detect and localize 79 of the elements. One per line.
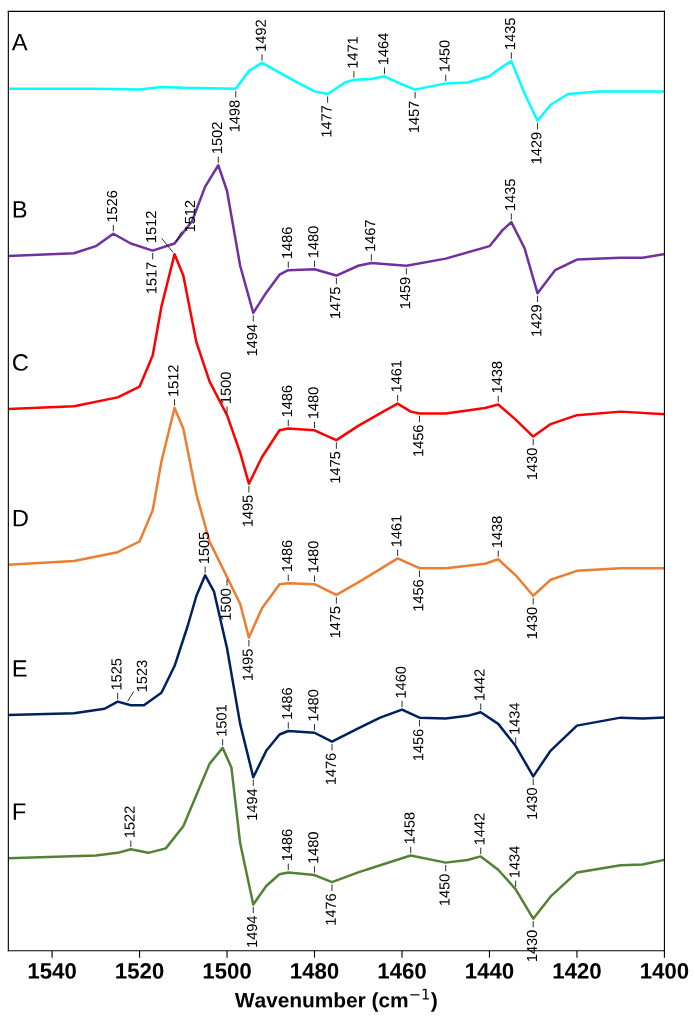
annotation: 1494 [246, 788, 258, 820]
annotation: 1430 [526, 607, 538, 639]
annotation: 1430 [526, 788, 538, 819]
annotation: 1486 [281, 540, 293, 572]
annotation: 1460 [395, 666, 406, 698]
annotation: 1512 [145, 211, 157, 242]
annotation: 1495 [242, 649, 253, 681]
annotation: 1430 [526, 930, 538, 962]
series-label: F [13, 803, 26, 820]
annotation: 1512 [168, 365, 179, 396]
annotation: 1450 [439, 874, 450, 906]
annotation: 1525 [111, 658, 122, 690]
annotation: 1480 [308, 226, 319, 258]
x-tick-label: 1440 [466, 963, 514, 979]
x-tick-label: 1400 [641, 963, 689, 979]
x-axis-title: Wavenumber (cm$^{−1}$) [234, 988, 437, 1012]
annotation: 1502 [211, 122, 223, 153]
series-label: B [13, 201, 27, 218]
annotation: 1435 [504, 18, 516, 49]
annotation: 1429 [531, 132, 542, 164]
annotation: 1461 [391, 515, 402, 547]
annotation: 1494 [246, 915, 258, 947]
annotation: 1495 [242, 495, 253, 527]
annotation: 1512 [184, 200, 196, 232]
annotation: 1501 [216, 705, 227, 736]
annotation: 1486 [281, 688, 293, 719]
annotation: 1456 [413, 425, 424, 456]
x-tick-label: 1500 [203, 963, 251, 979]
annotation: 1442 [474, 813, 485, 845]
x-tick-label: 1460 [378, 963, 426, 979]
x-tick-label: 1420 [553, 963, 601, 979]
annotation: 1477 [321, 105, 332, 137]
annotation: 1475 [330, 606, 341, 638]
annotation: 1476 [325, 893, 336, 925]
series-label: C [13, 354, 28, 371]
annotation: 1459 [399, 277, 411, 309]
annotation: 1461 [391, 360, 402, 392]
annotation: 1429 [531, 305, 542, 336]
annotation: 1475 [330, 287, 341, 318]
annotation: 1494 [246, 324, 258, 356]
annotation: 1500 [220, 588, 231, 620]
annotation: 1471 [347, 36, 358, 68]
annotation: 1438 [491, 516, 503, 548]
annotation: 1458 [404, 812, 415, 844]
annotation: 1500 [220, 372, 231, 403]
annotation: 1480 [308, 689, 319, 721]
annotation: 1480 [308, 832, 319, 863]
annotation: 1523 [136, 660, 148, 692]
x-tick-label: 1480 [291, 963, 339, 979]
annotation: 1522 [124, 806, 135, 838]
x-tick-label: 1540 [28, 963, 76, 979]
annotation: 1476 [325, 753, 336, 785]
annotation: 1498 [229, 100, 240, 132]
annotation: 1435 [504, 179, 516, 210]
annotation: 1450 [439, 40, 450, 72]
annotation: 1505 [198, 532, 210, 564]
x-tick-label: 1520 [116, 963, 164, 979]
annotation: 1486 [281, 385, 293, 417]
annotation: 1526 [106, 190, 118, 222]
annotation: 1517 [146, 262, 157, 294]
annotation: 1456 [413, 579, 424, 611]
annotation: 1480 [308, 387, 319, 419]
annotation: 1475 [330, 451, 341, 483]
annotation: 1434 [509, 846, 520, 878]
annotation: 1457 [408, 101, 420, 133]
annotation: 1434 [509, 702, 520, 734]
annotation: 1456 [413, 729, 424, 761]
series-label: D [13, 510, 28, 527]
series-label: A [11, 34, 28, 51]
annotation: 1486 [281, 829, 293, 861]
annotation: 1480 [308, 541, 319, 572]
annotation: 1442 [474, 669, 485, 701]
annotation: 1430 [526, 448, 538, 479]
annotation: 1464 [378, 33, 389, 65]
series-label: E [13, 660, 27, 677]
annotation: 1467 [364, 220, 376, 251]
annotation: 1492 [255, 20, 266, 51]
annotation: 1486 [281, 227, 293, 258]
annotation: 1438 [491, 361, 503, 393]
